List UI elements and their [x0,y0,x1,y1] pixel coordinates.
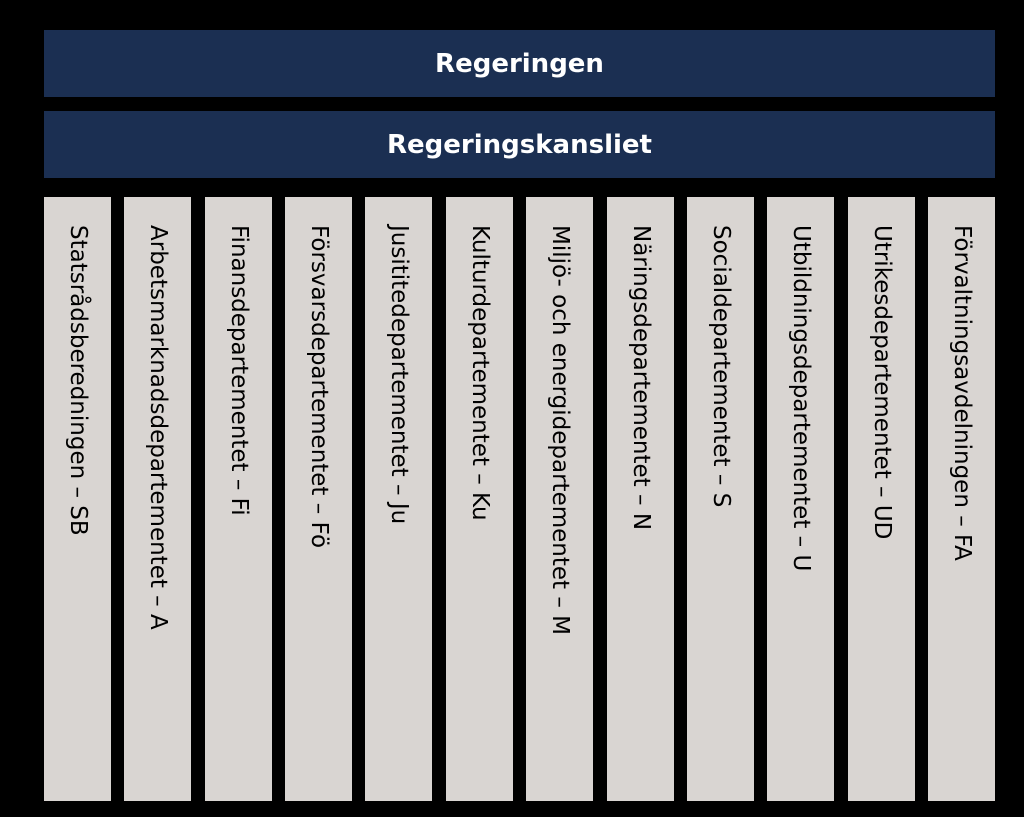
department-box: Statsrådsberedningen – SB [44,197,111,801]
department-box: Förvaltningsavdelningen – FA [928,197,995,801]
department-label: Kulturdepartementet – Ku [467,225,493,521]
department-box: Kulturdepartementet – Ku [446,197,513,801]
department-box: Finansdepartementet – Fi [205,197,272,801]
department-label: Förvaltningsavdelningen – FA [949,225,975,561]
department-label: Finansdepartementet – Fi [226,225,252,516]
department-label: Jusititedepartementet – Ju [386,225,412,525]
department-box: Utbildningsdepartementet – U [767,197,834,801]
department-box: Utrikesdepartementet – UD [848,197,915,801]
department-box: Jusititedepartementet – Ju [365,197,432,801]
government-offices-box: Regeringskansliet [44,111,995,178]
government-box: Regeringen [44,30,995,97]
department-label: Statsrådsberedningen – SB [65,225,91,536]
department-label: Arbetsmarknadsdepartementet – A [145,225,171,630]
department-label: Miljö- och energidepartementet – M [547,225,573,636]
department-label: Försvarsdepartementet – Fö [306,225,332,549]
department-box: Näringsdepartementet – N [607,197,674,801]
government-offices-label: Regeringskansliet [387,129,652,160]
department-box: Socialdepartementet – S [687,197,754,801]
department-label: Utbildningsdepartementet – U [788,225,814,572]
department-label: Socialdepartementet – S [708,225,734,508]
department-label: Näringsdepartementet – N [628,225,654,531]
departments-row: Statsrådsberedningen – SB Arbetsmarknadsd… [44,197,995,801]
department-label: Utrikesdepartementet – UD [869,225,895,540]
government-label: Regeringen [435,48,604,79]
department-box: Arbetsmarknadsdepartementet – A [124,197,191,801]
department-box: Försvarsdepartementet – Fö [285,197,352,801]
department-box: Miljö- och energidepartementet – M [526,197,593,801]
